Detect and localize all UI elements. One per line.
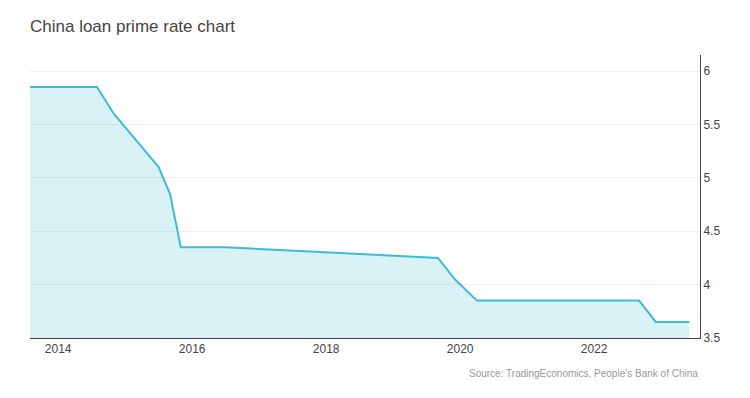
svg-text:Source: TradingEconomics, Peop: Source: TradingEconomics, People’s Bank … (469, 368, 698, 379)
svg-text:4.5: 4.5 (703, 224, 720, 238)
svg-text:5: 5 (703, 171, 710, 185)
svg-text:2018: 2018 (313, 342, 340, 356)
svg-text:3.5: 3.5 (703, 331, 720, 345)
svg-text:6: 6 (703, 64, 710, 78)
svg-text:2020: 2020 (447, 342, 474, 356)
svg-text:China loan prime rate chart: China loan prime rate chart (30, 17, 235, 36)
svg-text:5.5: 5.5 (703, 118, 720, 132)
svg-text:4: 4 (703, 278, 710, 292)
svg-text:2022: 2022 (581, 342, 608, 356)
svg-text:2014: 2014 (45, 342, 72, 356)
svg-text:2016: 2016 (179, 342, 206, 356)
